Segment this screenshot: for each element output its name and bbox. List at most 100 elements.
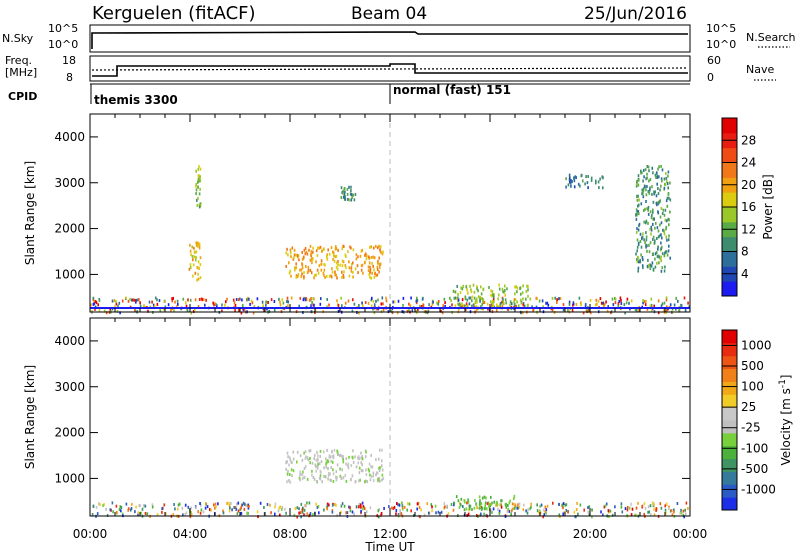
echo-cell	[657, 192, 660, 196]
echo-cell	[286, 247, 288, 251]
echo-cell	[504, 293, 507, 297]
echo-cell	[663, 309, 665, 313]
echo-cell	[311, 261, 313, 265]
echo-cell	[158, 299, 161, 303]
echo-cell	[199, 167, 202, 171]
echo-cell	[365, 450, 367, 454]
echo-cell	[334, 503, 336, 506]
echo-cell	[490, 495, 492, 499]
nave-trace	[91, 67, 689, 71]
colorbar-swatch	[722, 381, 737, 395]
echo-cell	[290, 255, 292, 259]
echo-cell	[204, 502, 207, 506]
echo-cell	[575, 515, 577, 519]
echo-cell	[673, 303, 676, 307]
echo-cell	[290, 251, 292, 255]
echo-cell	[646, 207, 648, 211]
echo-cell	[353, 512, 355, 516]
echo-cell	[545, 301, 547, 305]
echo-cell	[342, 476, 345, 480]
echo-cell	[465, 302, 468, 306]
echo-cell	[378, 477, 381, 480]
echo-cell	[665, 305, 668, 309]
echo-cell	[639, 240, 642, 243]
echo-cell	[343, 193, 346, 197]
echo-cell	[465, 285, 468, 289]
echo-cell	[623, 303, 626, 307]
echo-cell	[521, 311, 524, 315]
echo-cell	[372, 255, 374, 259]
echo-cell	[649, 263, 652, 267]
echo-cell	[649, 504, 652, 508]
echo-cell	[637, 269, 639, 273]
echo-cell	[513, 298, 516, 302]
echo-cell	[657, 235, 660, 239]
echo-cell	[331, 270, 334, 274]
echo-cell	[177, 303, 179, 306]
echo-cell	[671, 513, 674, 517]
echo-cell	[475, 297, 478, 301]
echo-cell	[130, 507, 133, 510]
echo-cell	[350, 266, 353, 270]
echo-cell	[159, 309, 162, 313]
echo-cell	[351, 510, 354, 514]
colorbar-swatch	[722, 368, 737, 382]
echo-cell	[370, 245, 373, 249]
echo-cell	[221, 303, 223, 307]
echo-cell	[569, 176, 571, 180]
echo-cell	[490, 503, 492, 507]
echo-cell	[526, 303, 529, 307]
echo-cell	[653, 241, 656, 244]
echo-cell	[618, 299, 621, 303]
echo-cell	[312, 303, 314, 307]
echo-cell	[120, 509, 122, 513]
colorbar-swatch	[722, 281, 737, 297]
echo-cell	[319, 245, 322, 249]
echo-cell	[419, 304, 421, 308]
echo-cell	[595, 298, 598, 302]
echo-cell	[647, 221, 649, 225]
echo-cell	[141, 507, 144, 511]
echo-cell	[326, 253, 328, 257]
echo-cell	[656, 261, 658, 265]
echo-cell	[319, 302, 322, 306]
echo-cell	[669, 509, 672, 513]
echo-cell	[663, 254, 666, 258]
echo-cell	[102, 504, 104, 508]
echo-cell	[342, 195, 345, 199]
echo-cell	[323, 508, 325, 512]
echo-cell	[665, 225, 668, 229]
echo-cell	[527, 288, 529, 292]
echo-cell	[362, 304, 364, 308]
echo-cell	[638, 203, 640, 207]
echo-cell	[637, 255, 639, 259]
echo-cell	[645, 200, 647, 203]
echo-cell	[326, 255, 328, 259]
echo-cell	[572, 302, 575, 306]
echo-cell	[648, 510, 651, 514]
echo-cell	[660, 221, 663, 225]
x-tick-label: 00:00	[73, 527, 108, 541]
echo-cell	[365, 257, 368, 261]
echo-cell	[662, 208, 665, 212]
echo-cell	[643, 238, 645, 242]
echo-cell	[381, 459, 383, 463]
echo-cell	[334, 255, 336, 259]
echo-cell	[492, 293, 495, 297]
echo-cell	[303, 275, 305, 279]
echo-cell	[399, 509, 401, 512]
echo-cell	[536, 503, 538, 507]
echo-cell	[657, 187, 659, 190]
echo-cell	[476, 300, 478, 304]
echo-cell	[441, 311, 444, 315]
colorbar-tick-label: 12	[741, 222, 756, 236]
echo-cell	[456, 284, 458, 288]
echo-cell	[301, 262, 303, 266]
echo-cell	[416, 296, 418, 300]
power-region-6	[565, 173, 604, 190]
echo-cell	[646, 307, 649, 311]
echo-cell	[148, 300, 151, 304]
echo-cell	[378, 467, 380, 470]
echo-cell	[670, 509, 673, 512]
echo-cell	[624, 507, 627, 511]
